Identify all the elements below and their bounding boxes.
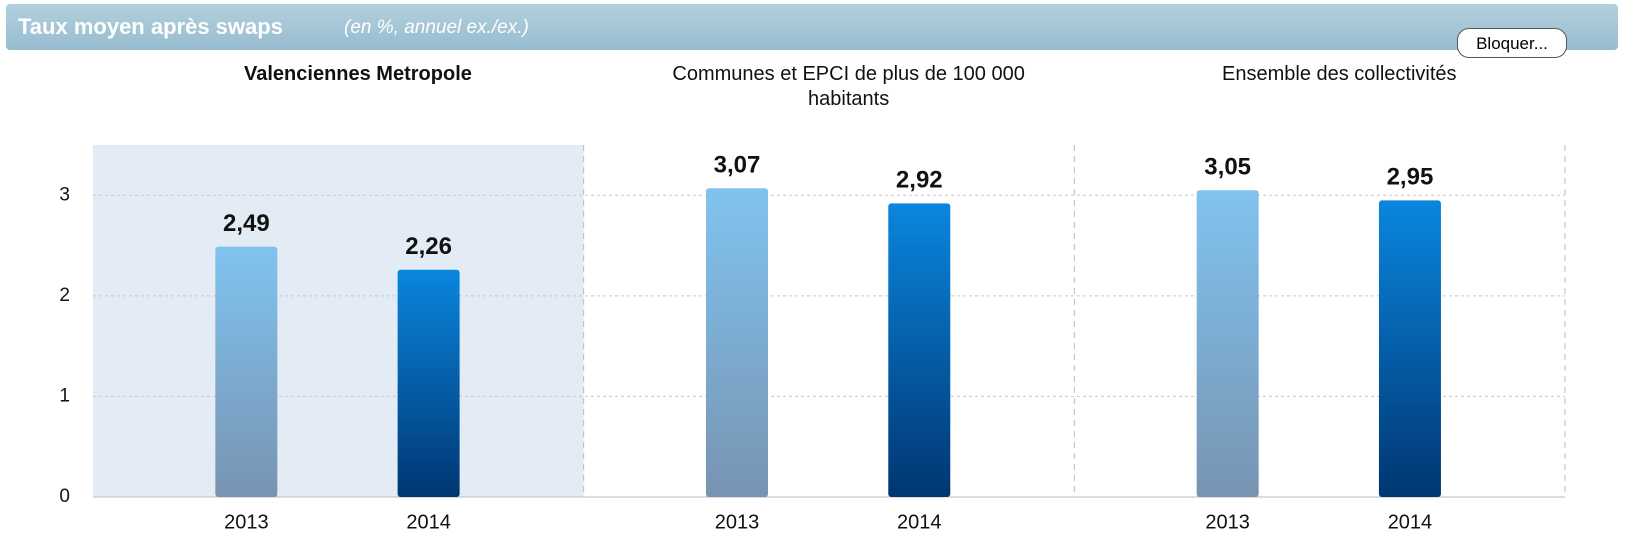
value-label: 3,05 — [1204, 154, 1251, 181]
x-tick-label: 2013 — [224, 511, 269, 533]
bar — [397, 269, 460, 497]
panel-title: Ensemble des collectivités — [1222, 63, 1457, 85]
x-tick-label: 2014 — [1388, 511, 1433, 533]
y-tick-label: 1 — [59, 385, 70, 406]
lock-button[interactable]: Bloquer... — [1457, 28, 1567, 58]
x-tick-label: 2013 — [715, 511, 760, 533]
y-tick-label: 3 — [59, 184, 70, 205]
y-tick-label: 0 — [59, 486, 70, 507]
x-tick-label: 2013 — [1205, 511, 1250, 533]
x-tick-label: 2014 — [897, 511, 942, 533]
value-label: 2,49 — [223, 210, 270, 237]
panel-title: Communes et EPCI de plus de 100 000 habi… — [672, 63, 1025, 110]
value-label: 2,26 — [405, 233, 452, 260]
x-tick-label: 2014 — [406, 511, 451, 533]
y-tick-label: 2 — [59, 285, 70, 306]
header: Taux moyen après swaps (en %, annuel ex.… — [6, 4, 1618, 50]
bar — [888, 203, 951, 497]
bar — [215, 246, 278, 497]
value-label: 2,95 — [1387, 164, 1434, 191]
bar — [1196, 190, 1259, 497]
title: Taux moyen après swaps — [18, 14, 283, 39]
panel-title: Valenciennes Metropole — [244, 63, 472, 85]
bar — [706, 188, 768, 497]
value-label: 3,07 — [714, 152, 761, 179]
subtitle: (en %, annuel ex./ex.) — [344, 17, 529, 38]
highlight-panel — [93, 145, 584, 497]
value-label: 2,92 — [896, 167, 943, 194]
bar — [1378, 200, 1441, 498]
